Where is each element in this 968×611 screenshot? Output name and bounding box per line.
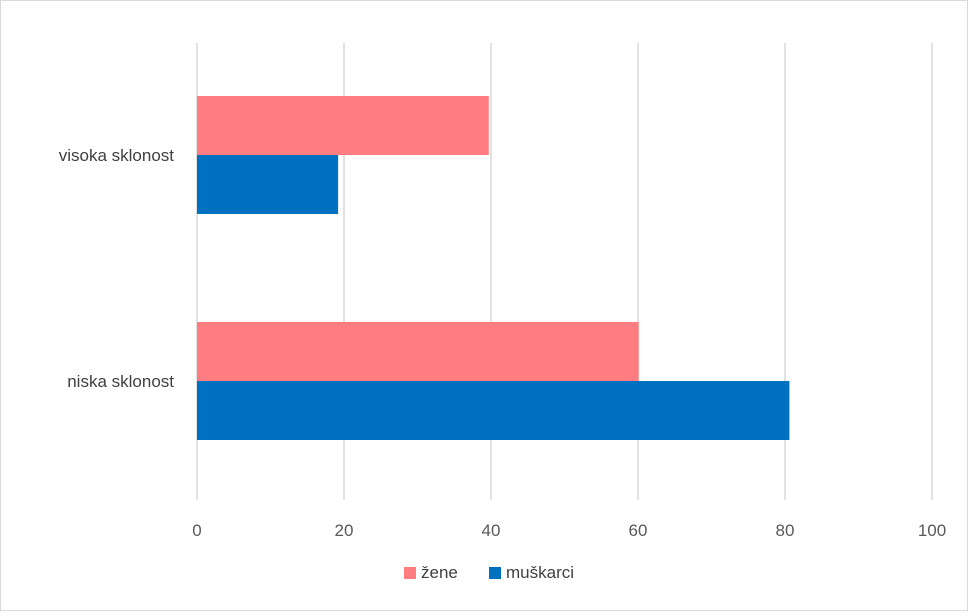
bar-muskarci-visoka: [197, 155, 339, 214]
x-tick-label: 100: [918, 521, 946, 540]
legend-swatch-muskarci: [489, 567, 501, 579]
bars: [197, 96, 790, 440]
bar-muskarci-niska: [197, 381, 790, 440]
x-tick-label: 40: [482, 521, 501, 540]
x-tick-label: 80: [776, 521, 795, 540]
x-tick-label: 0: [192, 521, 201, 540]
x-axis-tick-labels: 0 20 40 60 80 100: [192, 521, 946, 540]
legend-swatch-zene: [404, 567, 416, 579]
category-label: niska sklonost: [67, 372, 174, 391]
bar-zene-visoka: [197, 96, 489, 155]
legend-label-muskarci: muškarci: [506, 563, 574, 582]
x-tick-label: 20: [335, 521, 354, 540]
category-label: visoka sklonost: [59, 146, 175, 165]
category-labels: niska sklonost visoka sklonost: [59, 146, 175, 391]
legend: žene muškarci: [404, 563, 574, 582]
bar-zene-niska: [197, 322, 639, 381]
legend-label-zene: žene: [421, 563, 458, 582]
x-tick-label: 60: [629, 521, 648, 540]
